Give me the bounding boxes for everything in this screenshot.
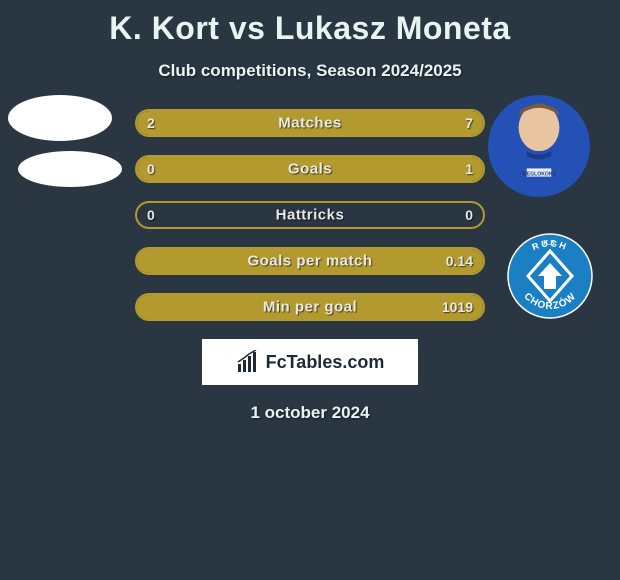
player-left-avatar-placeholder-2 — [18, 151, 122, 187]
stat-bar: Goals per match0.14 — [135, 247, 485, 275]
subtitle: Club competitions, Season 2024/2025 — [0, 61, 620, 81]
svg-text:WEGLOKOKS: WEGLOKOKS — [522, 172, 557, 178]
stat-label: Goals — [137, 161, 483, 178]
player-left-avatar-placeholder-1 — [8, 95, 112, 141]
stat-value-right: 7 — [465, 115, 473, 131]
stat-label: Min per goal — [137, 299, 483, 316]
page-title: K. Kort vs Lukasz Moneta — [0, 0, 620, 47]
stat-bar: Min per goal1019 — [135, 293, 485, 321]
club-crest: K.S. CHORZÓW RUCH — [500, 233, 600, 319]
stat-value-right: 0.14 — [446, 253, 473, 269]
club-crest-icon: K.S. CHORZÓW RUCH — [500, 233, 600, 319]
stat-label: Goals per match — [137, 253, 483, 270]
bars-growth-icon — [236, 350, 260, 374]
stat-label: Hattricks — [137, 207, 483, 224]
stats-region: WEGLOKOKS K.S. CHORZÓW RUCH 2Matches70Go… — [0, 109, 620, 321]
player-right-avatar: WEGLOKOKS — [488, 95, 590, 197]
fctables-logo: FcTables.com — [202, 339, 418, 385]
stat-bar: 2Matches7 — [135, 109, 485, 137]
stat-label: Matches — [137, 115, 483, 132]
stat-value-right: 1019 — [442, 299, 473, 315]
logo-text: FcTables.com — [266, 352, 385, 373]
stat-bar: 0Hattricks0 — [135, 201, 485, 229]
date-label: 1 october 2024 — [0, 403, 620, 423]
stat-bar: 0Goals1 — [135, 155, 485, 183]
stat-bars: 2Matches70Goals10Hattricks0Goals per mat… — [135, 109, 485, 321]
stat-value-right: 0 — [465, 207, 473, 223]
player-portrait-icon: WEGLOKOKS — [488, 95, 590, 197]
stat-value-right: 1 — [465, 161, 473, 177]
